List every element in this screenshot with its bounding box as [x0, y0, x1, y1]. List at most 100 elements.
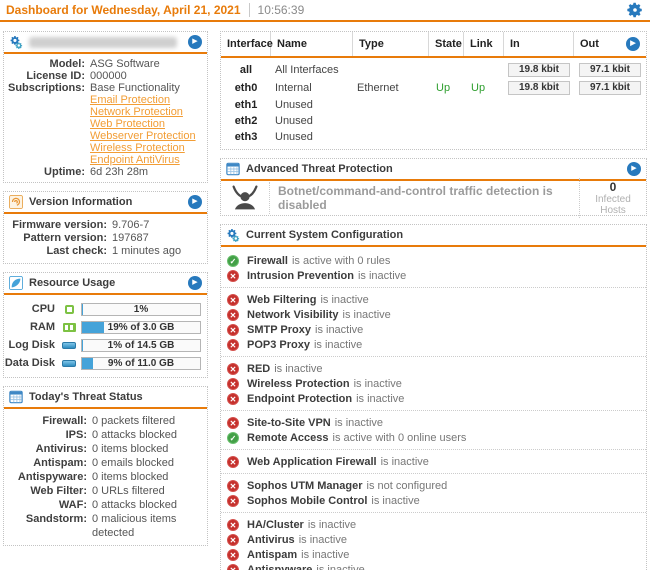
config-feature-name: Sophos UTM Manager	[247, 479, 363, 492]
interface-name-cell: All Interfaces	[275, 64, 339, 76]
left-column: ▶ Model: ASG Software License ID: 000000 Sub…	[3, 31, 208, 570]
resource-bar-fill	[82, 357, 93, 369]
config-status-row: ✕ SMTP Proxy is inactive	[221, 322, 646, 337]
column-header-name: Name	[271, 32, 353, 56]
config-feature-status: is inactive	[307, 518, 357, 531]
key-value-row: License ID: 000000	[4, 70, 203, 82]
key-value-row: Sandstorm: 0 malicious items detected	[4, 512, 203, 540]
config-group: ✕ HA/Cluster is inactive ✕ Antivirus is inact…	[221, 512, 646, 570]
interfaces-table-body: all All Interfaces 19.8 kbit 97.1 kbit eth0 I…	[221, 58, 646, 149]
config-status-row: ✕ Antispyware is inactive	[221, 562, 646, 570]
interface-state-cell	[429, 61, 464, 79]
status-inactive-cross-icon: ✕	[227, 548, 239, 561]
resource-label: Log Disk	[8, 339, 55, 351]
subscription-link[interactable]: Webserver Protection	[90, 130, 196, 142]
interfaces-panel: Interface Name Type State Link In Out ▶ all All …	[220, 31, 647, 150]
config-group: ✕ Site-to-Site VPN is inactive ✓ Remote Acce…	[221, 410, 646, 447]
cpu-icon	[64, 304, 74, 314]
status-inactive-cross-icon: ✕	[227, 416, 239, 429]
field-label: Sandstorm:	[25, 513, 87, 525]
key-value-row: Web Filter: 0 URLs filtered	[4, 484, 203, 498]
config-status-row: ✕ Sophos Mobile Control is inactive	[221, 493, 646, 508]
subscription-link[interactable]: Web Protection	[90, 118, 166, 130]
field-value: 0 items blocked	[92, 471, 169, 483]
interface-state-cell: Up	[436, 82, 451, 94]
field-value: 6d 23h 28m	[90, 166, 149, 178]
field-label: Pattern version:	[23, 232, 107, 244]
interfaces-detail-button[interactable]: ▶	[626, 37, 640, 51]
config-feature-name: Intrusion Prevention	[247, 269, 354, 282]
interface-in-cell	[504, 129, 574, 145]
panel-title: Today's Threat Status	[29, 391, 143, 403]
dashboard-settings-gear-icon[interactable]	[626, 1, 644, 19]
interface-name-cell: Unused	[275, 115, 313, 127]
config-feature-name: POP3 Proxy	[247, 338, 310, 351]
subscription-link[interactable]: Email Protection	[90, 94, 171, 106]
config-status-row: ✓ Remote Access is active with 0 online us…	[221, 430, 646, 445]
field-value: 9.706-7	[112, 219, 150, 231]
key-value-row: Antispam: 0 emails blocked	[4, 456, 203, 470]
config-group: ✕ Web Application Firewall is inactive	[221, 449, 646, 471]
field-value: 1 minutes ago	[112, 245, 182, 257]
panel-title: Current System Configuration	[246, 229, 404, 241]
atp-disabled-message: Botnet/command-and-control traffic detec…	[269, 182, 579, 214]
config-feature-name: Sophos Mobile Control	[247, 494, 368, 507]
interface-type-cell: Ethernet	[357, 82, 399, 94]
page-clock: 10:56:39	[248, 3, 304, 17]
config-status-row: ✕ RED is inactive	[221, 361, 646, 376]
subscription-link[interactable]: Wireless Protection	[90, 142, 185, 154]
key-value-row: Firewall: 0 packets filtered	[4, 414, 203, 428]
resource-bar-text: 9% of 11.0 GB	[107, 357, 175, 369]
field-value: Email Protection	[90, 94, 170, 106]
config-feature-status: is inactive	[313, 338, 363, 351]
config-feature-name: SMTP Proxy	[247, 323, 311, 336]
status-inactive-cross-icon: ✕	[227, 563, 239, 570]
atp-panel: Advanced Threat Protection ▶ Botnet/comm…	[220, 158, 647, 218]
field-label	[4, 154, 90, 166]
config-feature-status: is active with 0 online users	[332, 431, 467, 444]
field-value: 0 emails blocked	[92, 457, 174, 469]
field-value: 0 attacks blocked	[92, 499, 177, 511]
interface-out-cell	[574, 97, 646, 113]
status-inactive-cross-icon: ✕	[227, 293, 239, 306]
config-status-row: ✕ POP3 Proxy is inactive	[221, 337, 646, 352]
calendar-icon	[226, 162, 240, 176]
config-feature-status: is inactive	[315, 323, 364, 336]
column-header-link: Link	[464, 32, 504, 56]
subscription-link[interactable]: Network Protection	[90, 106, 183, 118]
subscription-row: Wireless Protection	[4, 142, 203, 154]
panel-title: Advanced Threat Protection	[246, 163, 393, 175]
resource-usage-panel: Resource Usage ▶ CPU 1% RAM 19% of 3.0 GB Lo…	[3, 272, 208, 378]
column-header-state: State	[429, 32, 464, 56]
system-info-detail-button[interactable]: ▶	[188, 35, 202, 49]
column-header-label: Type	[359, 38, 384, 50]
atp-detail-button[interactable]: ▶	[627, 162, 641, 176]
subscription-link[interactable]: Endpoint AntiVirus	[90, 154, 180, 166]
field-label: Antispam:	[33, 457, 87, 469]
config-status-row: ✕ Antispam is inactive	[221, 547, 646, 562]
system-info-header: ▶	[4, 32, 207, 54]
column-header-out: Out ▶	[574, 32, 646, 56]
column-header-label: In	[510, 38, 520, 50]
resource-row: CPU 1%	[4, 300, 201, 318]
interface-state-cell	[429, 129, 464, 145]
config-feature-name: Antispam	[247, 548, 298, 561]
version-info-detail-button[interactable]: ▶	[188, 195, 202, 209]
threat-status-body: Firewall: 0 packets filtered IPS: 0 attacks…	[4, 409, 207, 545]
system-config-panel: Current System Configuration ✓ Firewall is…	[220, 224, 647, 570]
field-value: ASG Software	[90, 58, 160, 70]
atp-header: Advanced Threat Protection ▶	[221, 159, 646, 181]
config-feature-status: is not configured	[366, 479, 448, 492]
interface-row: eth2 Unused	[221, 113, 646, 129]
field-value: Endpoint AntiVirus	[90, 154, 180, 166]
interface-id-cell: eth1	[234, 99, 258, 111]
config-feature-name: Wireless Protection	[247, 377, 350, 390]
ram-icon	[60, 322, 78, 332]
subscription-row: Network Protection	[4, 106, 203, 118]
version-info-panel: Version Information ▶ Firmware version: 9…	[3, 191, 208, 264]
resource-progressbar: 19% of 3.0 GB	[81, 320, 201, 334]
leaf-icon	[9, 276, 23, 290]
interface-in-cell: 19.8 kbit	[504, 61, 574, 79]
resource-usage-detail-button[interactable]: ▶	[188, 276, 202, 290]
config-feature-status: is active with 0 rules	[291, 254, 391, 267]
